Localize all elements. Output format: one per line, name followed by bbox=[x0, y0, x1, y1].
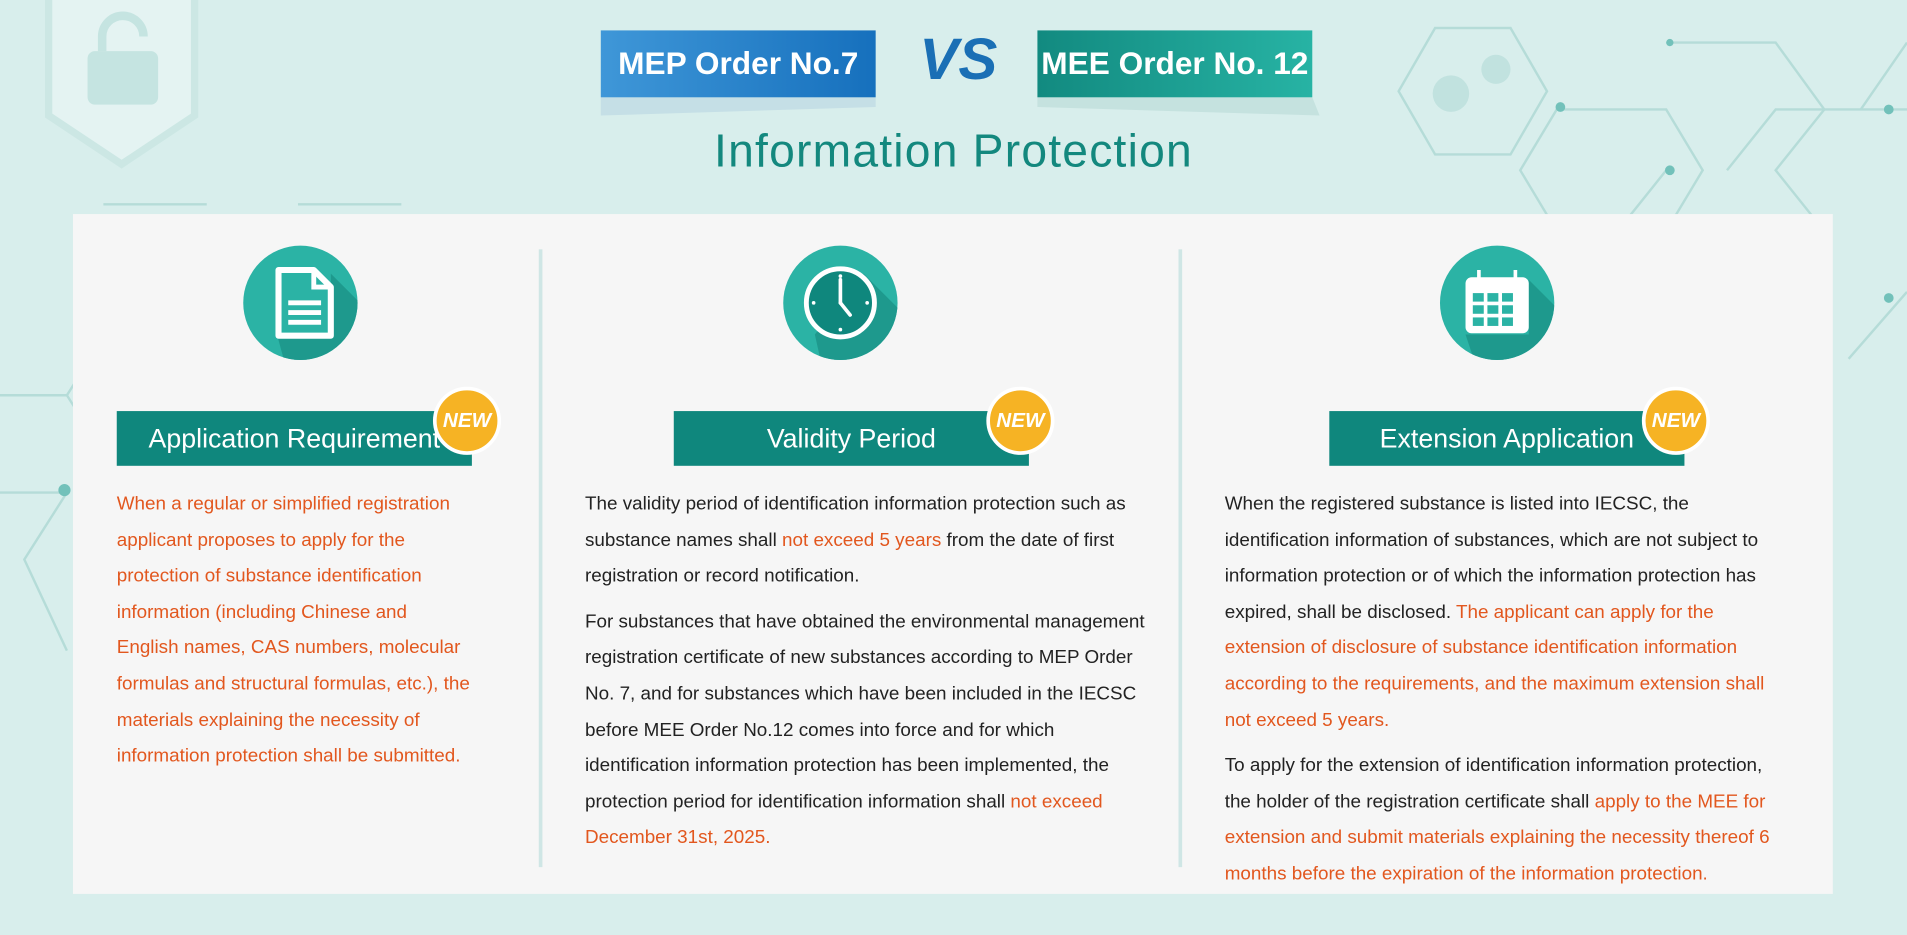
text-segment: The applicant can apply for the extensio… bbox=[1224, 601, 1765, 731]
page-title: Information Protection bbox=[714, 126, 1193, 178]
section-text: When a regular or simplified registratio… bbox=[117, 486, 472, 784]
column-divider bbox=[538, 249, 543, 868]
right-badge: MEE Order No. 12 bbox=[1037, 30, 1313, 98]
section-text: The validity period of identification in… bbox=[585, 486, 1147, 865]
paragraph: When a regular or simplified registratio… bbox=[117, 486, 472, 774]
vs-label: VS bbox=[919, 27, 998, 93]
new-badge: NEW bbox=[432, 386, 502, 455]
paragraph: The validity period of identification in… bbox=[585, 486, 1147, 594]
left-badge: MEP Order No.7 bbox=[600, 30, 876, 98]
text-segment: The validity period of identification in… bbox=[584, 493, 1126, 551]
paragraph: For substances that have obtained the en… bbox=[585, 604, 1147, 856]
new-badge: NEW bbox=[986, 386, 1055, 455]
paragraph: To apply for the extension of identifica… bbox=[1225, 748, 1778, 892]
text-segment: For substances that have obtained the en… bbox=[584, 611, 1145, 813]
text-segment: not exceed December 31st, 2025. bbox=[584, 791, 1103, 849]
new-badge: NEW bbox=[1641, 386, 1710, 455]
column-divider bbox=[1178, 249, 1183, 868]
section-title: Validity Period bbox=[673, 411, 1029, 466]
text-segment: apply to the MEE for extension and submi… bbox=[1224, 791, 1770, 885]
text-segment: When a regular or simplified registratio… bbox=[116, 493, 470, 767]
section-text: When the registered substance is listed … bbox=[1225, 486, 1778, 901]
text-segment: To apply for the extension of identifica… bbox=[1224, 755, 1763, 813]
section-title: Application Requirement bbox=[116, 411, 472, 466]
text-segment: When the registered substance is listed … bbox=[1224, 493, 1759, 623]
text-segment: from the date of first registration or r… bbox=[584, 529, 1115, 587]
text-segment: not exceed 5 years bbox=[781, 529, 942, 551]
paragraph: When the registered substance is listed … bbox=[1225, 486, 1778, 738]
section-title: Extension Application bbox=[1329, 411, 1685, 466]
